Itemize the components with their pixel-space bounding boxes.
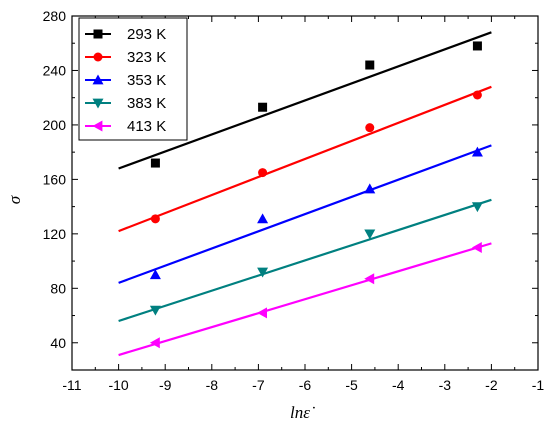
fit-line bbox=[118, 144, 492, 284]
series-4 bbox=[118, 198, 492, 323]
fit-line bbox=[118, 85, 492, 233]
data-point bbox=[471, 146, 483, 157]
legend-marker bbox=[92, 98, 104, 109]
y-tick-label: 200 bbox=[43, 117, 67, 133]
data-point bbox=[365, 60, 375, 70]
fit-line bbox=[118, 242, 492, 357]
y-axis-title: σ bbox=[5, 195, 24, 204]
data-point bbox=[149, 337, 160, 349]
x-tick-label: -11 bbox=[62, 377, 81, 393]
x-tick-label: -10 bbox=[108, 377, 128, 393]
data-point bbox=[258, 168, 268, 178]
x-axis: -11 -10 -9 -8 -7 -6 -5 -4 -3 -2 -1 bbox=[62, 16, 544, 393]
series-1 bbox=[118, 31, 492, 170]
y-tick-label: 240 bbox=[43, 62, 67, 78]
data-point bbox=[258, 102, 268, 112]
legend-label: 323 K bbox=[127, 49, 166, 66]
x-tick-label: -6 bbox=[299, 377, 312, 393]
data-point bbox=[471, 241, 482, 253]
y-tick-label: 280 bbox=[43, 8, 67, 24]
data-point bbox=[364, 273, 375, 285]
legend-item: 353 K bbox=[85, 72, 166, 89]
fit-line bbox=[118, 198, 492, 323]
legend-item: 383 K bbox=[85, 95, 166, 112]
series-layer bbox=[118, 31, 492, 357]
x-tick-label: -4 bbox=[392, 377, 405, 393]
data-point bbox=[365, 123, 375, 133]
data-point bbox=[257, 213, 269, 224]
y-axis: 40 80 120 160 200 240 280 bbox=[43, 8, 538, 371]
y-tick-label: 80 bbox=[50, 280, 66, 296]
legend-label: 353 K bbox=[127, 72, 166, 89]
series-2 bbox=[118, 85, 492, 233]
legend-label: 413 K bbox=[127, 118, 166, 135]
legend-item: 323 K bbox=[85, 49, 166, 66]
data-point bbox=[149, 269, 161, 280]
x-axis-title: lnε̇ bbox=[290, 403, 315, 422]
data-point bbox=[149, 305, 161, 316]
series-3 bbox=[118, 144, 492, 284]
legend-marker bbox=[93, 29, 103, 39]
x-tick-label: -9 bbox=[159, 377, 172, 393]
legend-label: 293 K bbox=[127, 26, 166, 43]
x-tick-label: -8 bbox=[206, 377, 219, 393]
legend-item: 293 K bbox=[85, 26, 166, 43]
x-tick-label: -7 bbox=[252, 377, 265, 393]
data-point bbox=[257, 307, 267, 319]
legend: 293 K 323 K 353 K 383 K 413 K bbox=[78, 17, 188, 141]
legend-item: 413 K bbox=[85, 118, 166, 135]
series-5 bbox=[118, 241, 492, 357]
legend-marker bbox=[92, 120, 103, 132]
legend-marker bbox=[93, 52, 103, 62]
x-tick-label: -2 bbox=[485, 377, 498, 393]
data-point bbox=[364, 229, 376, 240]
data-point bbox=[472, 90, 482, 100]
x-tick-label: -5 bbox=[345, 377, 358, 393]
x-tick-label: -3 bbox=[439, 377, 452, 393]
data-point bbox=[471, 202, 483, 213]
y-tick-label: 160 bbox=[43, 171, 67, 187]
legend-marker bbox=[92, 74, 104, 85]
data-point bbox=[150, 214, 160, 224]
data-point bbox=[472, 41, 482, 51]
y-tick-label: 120 bbox=[43, 226, 67, 242]
legend-label: 383 K bbox=[127, 95, 166, 112]
data-point bbox=[257, 267, 269, 278]
data-point bbox=[150, 158, 160, 168]
y-tick-label: 40 bbox=[50, 335, 66, 351]
x-tick-label: -1 bbox=[532, 377, 545, 393]
fit-line bbox=[118, 31, 492, 170]
data-point bbox=[364, 183, 376, 194]
